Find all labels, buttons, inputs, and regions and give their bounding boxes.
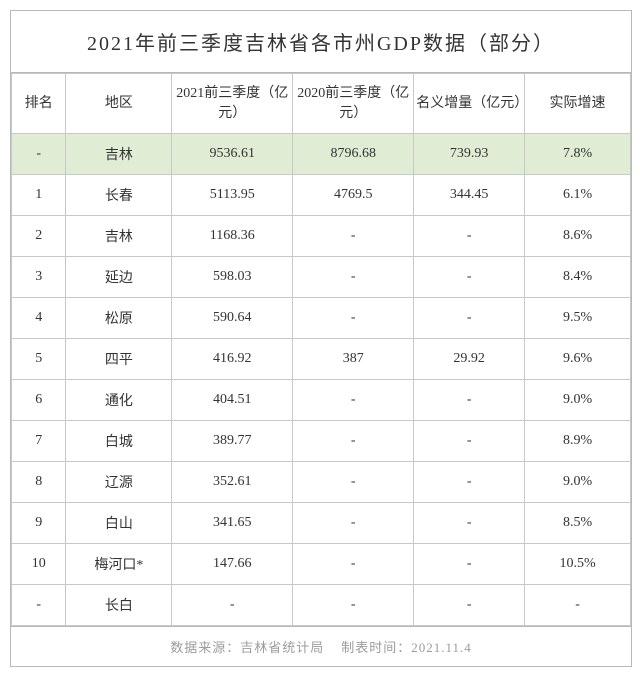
- col-header-rank: 排名: [12, 74, 66, 134]
- table-row: 1长春5113.954769.5344.456.1%: [12, 175, 631, 216]
- cell-real: 9.6%: [525, 339, 631, 380]
- cell-real: 8.6%: [525, 216, 631, 257]
- cell-nominal: -: [414, 503, 525, 544]
- table-row: 10梅河口*147.66--10.5%: [12, 544, 631, 585]
- cell-nominal: 29.92: [414, 339, 525, 380]
- cell-gdp2020: -: [293, 257, 414, 298]
- cell-region: 白山: [66, 503, 172, 544]
- cell-rank: 4: [12, 298, 66, 339]
- cell-real: 7.8%: [525, 134, 631, 175]
- cell-gdp2021: 598.03: [172, 257, 293, 298]
- table-row: 4松原590.64--9.5%: [12, 298, 631, 339]
- cell-region: 长春: [66, 175, 172, 216]
- cell-real: 8.5%: [525, 503, 631, 544]
- cell-gdp2020: -: [293, 421, 414, 462]
- table-row: 8辽源352.61--9.0%: [12, 462, 631, 503]
- gdp-table-container: 2021年前三季度吉林省各市州GDP数据（部分） 排名 地区 2021前三季度（…: [10, 10, 632, 667]
- table-row: 5四平416.9238729.929.6%: [12, 339, 631, 380]
- cell-gdp2021: 352.61: [172, 462, 293, 503]
- footer-source-label: 数据来源：: [170, 640, 240, 655]
- cell-region: 辽源: [66, 462, 172, 503]
- cell-gdp2021: 404.51: [172, 380, 293, 421]
- cell-nominal: 344.45: [414, 175, 525, 216]
- cell-rank: 3: [12, 257, 66, 298]
- table-row: 3延边598.03--8.4%: [12, 257, 631, 298]
- footer-source-value: 吉林省统计局: [240, 640, 324, 655]
- cell-region: 延边: [66, 257, 172, 298]
- gdp-data-table: 排名 地区 2021前三季度（亿元） 2020前三季度（亿元） 名义增量（亿元）…: [11, 73, 631, 626]
- cell-nominal: -: [414, 216, 525, 257]
- cell-nominal: -: [414, 298, 525, 339]
- col-header-2020: 2020前三季度（亿元）: [293, 74, 414, 134]
- cell-nominal: -: [414, 257, 525, 298]
- col-header-region: 地区: [66, 74, 172, 134]
- cell-nominal: -: [414, 380, 525, 421]
- table-row: 9白山341.65--8.5%: [12, 503, 631, 544]
- col-header-nominal: 名义增量（亿元）: [414, 74, 525, 134]
- cell-rank: 10: [12, 544, 66, 585]
- cell-rank: 5: [12, 339, 66, 380]
- cell-gdp2021: 5113.95: [172, 175, 293, 216]
- cell-gdp2020: 4769.5: [293, 175, 414, 216]
- cell-region: 通化: [66, 380, 172, 421]
- cell-rank: -: [12, 134, 66, 175]
- col-header-2021: 2021前三季度（亿元）: [172, 74, 293, 134]
- cell-gdp2021: 9536.61: [172, 134, 293, 175]
- cell-real: 10.5%: [525, 544, 631, 585]
- cell-region: 四平: [66, 339, 172, 380]
- cell-region: 梅河口*: [66, 544, 172, 585]
- table-header-row: 排名 地区 2021前三季度（亿元） 2020前三季度（亿元） 名义增量（亿元）…: [12, 74, 631, 134]
- cell-real: 8.4%: [525, 257, 631, 298]
- cell-nominal: -: [414, 544, 525, 585]
- cell-region: 松原: [66, 298, 172, 339]
- table-row: 6通化404.51--9.0%: [12, 380, 631, 421]
- cell-real: 9.5%: [525, 298, 631, 339]
- table-row: -吉林9536.618796.68739.937.8%: [12, 134, 631, 175]
- cell-rank: 2: [12, 216, 66, 257]
- cell-region: 白城: [66, 421, 172, 462]
- cell-gdp2020: 387: [293, 339, 414, 380]
- table-title: 2021年前三季度吉林省各市州GDP数据（部分）: [11, 11, 631, 73]
- cell-nominal: 739.93: [414, 134, 525, 175]
- footer-time-value: 2021.11.4: [411, 640, 472, 655]
- cell-gdp2020: -: [293, 216, 414, 257]
- cell-rank: 8: [12, 462, 66, 503]
- table-row: 2吉林1168.36--8.6%: [12, 216, 631, 257]
- cell-gdp2021: 1168.36: [172, 216, 293, 257]
- cell-gdp2020: -: [293, 380, 414, 421]
- cell-real: 9.0%: [525, 380, 631, 421]
- cell-real: 9.0%: [525, 462, 631, 503]
- cell-gdp2021: 389.77: [172, 421, 293, 462]
- cell-gdp2021: 590.64: [172, 298, 293, 339]
- cell-rank: 1: [12, 175, 66, 216]
- cell-real: 8.9%: [525, 421, 631, 462]
- cell-nominal: -: [414, 421, 525, 462]
- table-footer: 数据来源：吉林省统计局 制表时间：2021.11.4: [11, 626, 631, 666]
- cell-rank: 7: [12, 421, 66, 462]
- cell-nominal: -: [414, 462, 525, 503]
- cell-gdp2021: 147.66: [172, 544, 293, 585]
- col-header-real: 实际增速: [525, 74, 631, 134]
- cell-rank: 9: [12, 503, 66, 544]
- cell-gdp2021: 341.65: [172, 503, 293, 544]
- table-row: 7白城389.77--8.9%: [12, 421, 631, 462]
- footer-time-label: 制表时间：: [341, 640, 411, 655]
- cell-gdp2020: -: [293, 503, 414, 544]
- cell-gdp2020: -: [293, 462, 414, 503]
- cell-region: 吉林: [66, 216, 172, 257]
- cell-gdp2020: -: [293, 298, 414, 339]
- cell-real: 6.1%: [525, 175, 631, 216]
- cell-region: 吉林: [66, 134, 172, 175]
- cell-gdp2020: -: [293, 544, 414, 585]
- cell-gdp2020: 8796.68: [293, 134, 414, 175]
- cell-gdp2021: 416.92: [172, 339, 293, 380]
- cell-rank: 6: [12, 380, 66, 421]
